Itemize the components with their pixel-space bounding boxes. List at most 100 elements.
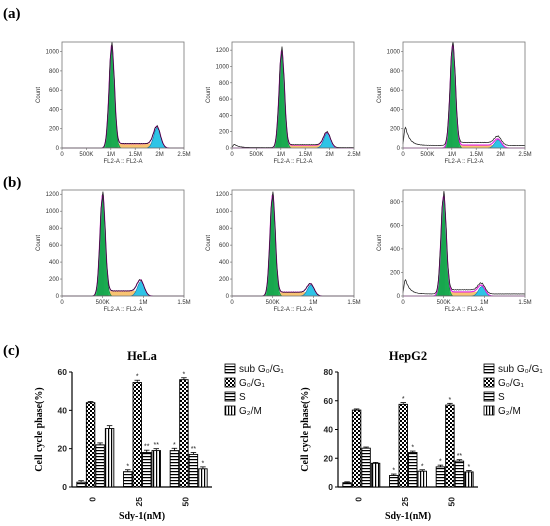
y-axis-title: Cell cycle phase(%) xyxy=(300,387,311,471)
y-tick-label: 600 xyxy=(390,88,401,94)
bar-25-series-4 xyxy=(151,450,161,488)
legend-swatch xyxy=(224,405,236,416)
bar-0-series-1 xyxy=(342,482,352,488)
x-tick-label: 1.5M xyxy=(129,152,142,158)
x-tick-label: 25 xyxy=(400,497,410,507)
y-tick-label: 800 xyxy=(49,226,60,232)
x-tick-label: 1M xyxy=(448,152,456,158)
x-axis-title: Sdy-1(nM) xyxy=(119,511,165,521)
y-tick-label: 0 xyxy=(56,294,60,300)
y-tick-label: 0 xyxy=(226,146,230,152)
plot-frame xyxy=(231,41,355,149)
bar-50-series-4 xyxy=(464,471,474,488)
significance-mark: * xyxy=(202,460,205,467)
x-tick-label: 500K xyxy=(420,152,434,158)
y-tick-label: 400 xyxy=(49,260,60,266)
y-tick-label: 0 xyxy=(397,146,401,152)
s-phase-area xyxy=(111,143,158,148)
x-axis-title: FL2-A :: FL2-A xyxy=(273,159,312,165)
bar-25-series-3 xyxy=(142,452,152,488)
histogram-2: 0 200 400 600 800 1000 1200 0 500K 1M 1.5M 2M 2.5M FL… xyxy=(206,41,361,165)
legend-label: G₂/M xyxy=(498,406,521,417)
y-tick-label: 800 xyxy=(219,81,230,87)
y-tick-label: 400 xyxy=(219,113,230,119)
y-tick-label: 200 xyxy=(390,127,401,133)
x-tick-label: 2.5M xyxy=(518,152,531,158)
x-tick-label: 1M xyxy=(480,300,488,306)
bar-25-series-2 xyxy=(132,382,142,488)
x-tick-label: 500K xyxy=(249,152,263,158)
bar-50-series-3 xyxy=(188,453,199,488)
y-tick-label: 600 xyxy=(219,243,230,249)
x-tick-label: 1M xyxy=(107,152,115,158)
x-tick-label: 1.5M xyxy=(518,300,531,306)
x-axis-title: FL2-A :: FL2-A xyxy=(444,307,483,313)
y-tick-label: 0 xyxy=(226,294,230,300)
fit-curve xyxy=(232,49,354,149)
bar-0-series-4 xyxy=(104,428,115,488)
y-tick-label: 20 xyxy=(58,444,68,454)
x-tick-label: 0 xyxy=(401,300,405,306)
y-tick-label: 600 xyxy=(219,97,230,103)
x-tick-label: 2M xyxy=(155,152,163,158)
significance-mark: ** xyxy=(154,442,160,449)
bar-50-series-4 xyxy=(198,468,208,488)
y-tick-label: 80 xyxy=(324,367,334,377)
s-phase-area xyxy=(272,292,311,296)
y-tick-label: 1200 xyxy=(216,192,230,198)
y-tick-label: 200 xyxy=(219,130,230,136)
y-tick-label: 800 xyxy=(219,226,230,232)
legend-label: sub G₀/G₁ xyxy=(239,364,284,375)
x-tick-label: 0 xyxy=(230,152,234,158)
legend-label: S xyxy=(239,392,246,403)
x-tick-label: 0 xyxy=(353,497,363,502)
y-axis-title: Count xyxy=(36,87,42,103)
y-tick-label: 20 xyxy=(324,453,334,463)
histogram-outline xyxy=(62,191,184,297)
y-tick-label: 400 xyxy=(219,260,230,266)
bar-50-series-1 xyxy=(435,466,446,488)
significance-mark: * xyxy=(411,445,414,452)
bar-25-series-1 xyxy=(123,471,133,488)
x-tick-label: 2.5M xyxy=(347,152,360,158)
x-axis-title: FL2-A :: FL2-A xyxy=(103,159,142,165)
fit-curve xyxy=(62,192,184,297)
legend-swatch xyxy=(224,363,236,374)
y-tick-label: 60 xyxy=(58,367,68,377)
panel-label-b: (b) xyxy=(3,175,21,191)
significance-mark: * xyxy=(421,463,424,470)
y-tick-label: 400 xyxy=(49,107,60,113)
x-tick-label: 50 xyxy=(181,497,191,507)
y-axis-title: Count xyxy=(377,235,383,251)
y-tick-label: 200 xyxy=(390,270,401,276)
y-axis-title: Count xyxy=(377,87,383,103)
flow-histograms: 0 200 400 600 800 1000 0 500K 1M 1.5M 2M 2.5M FL2-A … xyxy=(36,41,532,313)
x-tick-label: 1M xyxy=(277,152,285,158)
x-tick-label: 1.5M xyxy=(347,300,360,306)
x-axis-title: Sdy-1(nM) xyxy=(385,511,431,521)
legend-label: S xyxy=(498,392,505,403)
bar-25-series-4 xyxy=(417,470,427,488)
y-tick-label: 1000 xyxy=(46,50,60,56)
y-axis-title: Count xyxy=(206,235,212,251)
fit-curve xyxy=(403,44,525,149)
significance-mark: ** xyxy=(191,446,197,453)
y-tick-label: 1200 xyxy=(46,192,60,198)
y-tick-label: 400 xyxy=(390,107,401,113)
legend-swatch xyxy=(483,363,495,374)
histogram-3: 0 200 400 600 800 1000 0 500K 1M 1.5M 2M 2.5M FL2-A … xyxy=(377,41,532,165)
bar-0-series-2 xyxy=(351,409,362,488)
s-phase-area xyxy=(443,291,482,296)
y-axis-title: Cell cycle phase(%) xyxy=(34,387,45,471)
bar-50-series-1 xyxy=(169,450,180,488)
chart-title: HeLa xyxy=(127,349,158,363)
bar-25-series-3 xyxy=(408,452,418,488)
s-phase-area xyxy=(452,145,499,148)
x-tick-label: 0 xyxy=(60,152,64,158)
x-axis-title: FL2-A :: FL2-A xyxy=(273,307,312,313)
histogram-outline xyxy=(402,41,526,146)
significance-mark: * xyxy=(126,463,129,470)
histogram-outline xyxy=(402,191,526,295)
